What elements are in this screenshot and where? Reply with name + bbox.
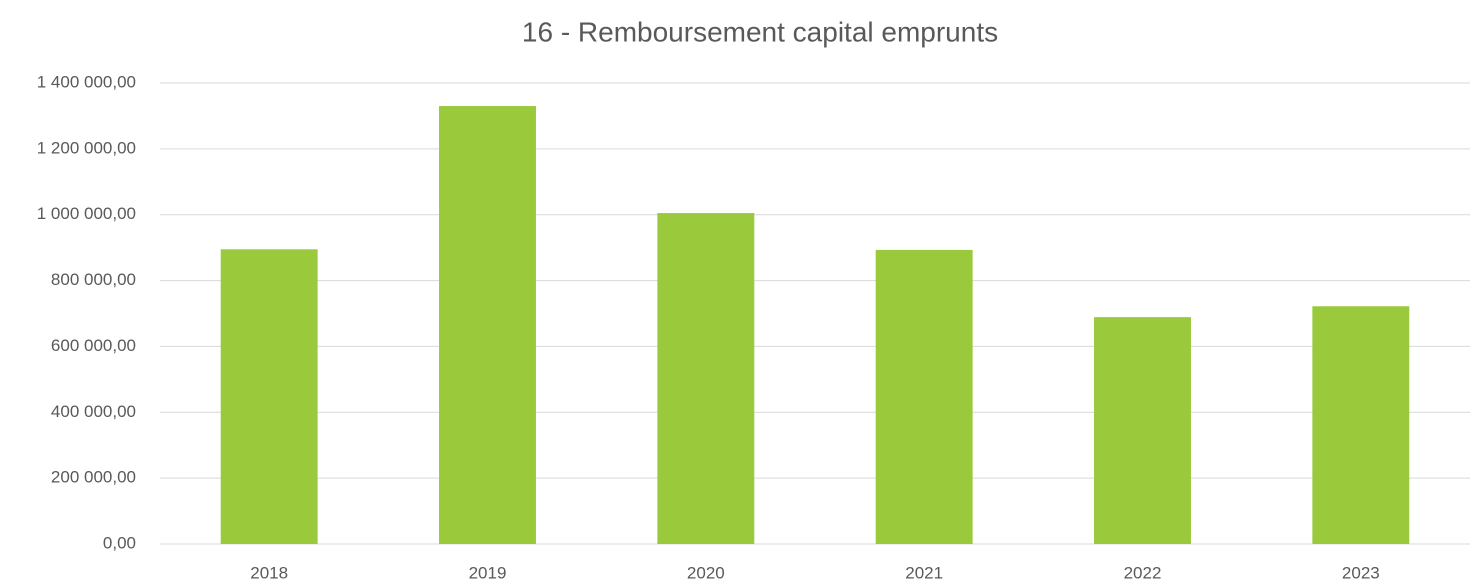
y-tick-label: 400 000,00 — [51, 402, 136, 421]
y-tick-label: 1 200 000,00 — [37, 138, 136, 157]
bar — [1312, 306, 1410, 544]
x-tick-label: 2022 — [1124, 563, 1162, 582]
bar — [657, 213, 755, 544]
x-tick-label: 2018 — [250, 563, 288, 582]
y-tick-label: 1 400 000,00 — [37, 72, 136, 91]
y-tick-label: 200 000,00 — [51, 468, 136, 487]
y-tick-label: 800 000,00 — [51, 270, 136, 289]
x-tick-label: 2020 — [687, 563, 725, 582]
x-tick-label: 2021 — [905, 563, 943, 582]
x-tick-label: 2023 — [1342, 563, 1380, 582]
bar — [220, 249, 318, 544]
y-tick-label: 600 000,00 — [51, 336, 136, 355]
x-tick-label: 2019 — [469, 563, 507, 582]
y-tick-label: 0,00 — [103, 533, 136, 552]
chart-title: 16 - Remboursement capital emprunts — [522, 16, 998, 47]
bar — [875, 249, 973, 544]
bar — [1094, 317, 1191, 544]
bar — [439, 106, 536, 545]
y-tick-label: 1 000 000,00 — [37, 204, 136, 223]
